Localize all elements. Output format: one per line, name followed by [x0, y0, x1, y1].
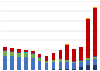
Bar [72, 69, 76, 70]
Bar [3, 47, 7, 50]
Bar [93, 59, 97, 65]
Bar [17, 52, 21, 53]
Bar [52, 53, 55, 60]
Bar [66, 62, 69, 69]
Bar [72, 63, 76, 69]
Bar [17, 53, 21, 57]
Bar [31, 58, 34, 70]
Bar [31, 53, 34, 54]
Bar [79, 47, 83, 60]
Bar [45, 63, 48, 70]
Bar [79, 67, 83, 70]
Bar [52, 69, 55, 70]
Bar [58, 69, 62, 70]
Bar [86, 60, 90, 65]
Bar [24, 57, 28, 70]
Bar [38, 61, 42, 70]
Bar [93, 8, 97, 56]
Bar [79, 61, 83, 62]
Bar [3, 51, 7, 56]
Bar [10, 48, 14, 51]
Bar [52, 62, 55, 69]
Bar [10, 51, 14, 52]
Bar [93, 65, 97, 70]
Bar [66, 60, 69, 62]
Bar [58, 62, 62, 69]
Bar [72, 62, 76, 63]
Bar [58, 50, 62, 59]
Bar [10, 56, 14, 70]
Bar [24, 50, 28, 52]
Bar [86, 18, 90, 19]
Bar [79, 60, 83, 61]
Bar [72, 49, 76, 61]
Bar [45, 61, 48, 63]
Bar [66, 45, 69, 60]
Bar [93, 57, 97, 59]
Bar [17, 49, 21, 52]
Bar [3, 56, 7, 70]
Bar [79, 62, 83, 67]
Bar [31, 51, 34, 53]
Bar [58, 59, 62, 62]
Bar [52, 60, 55, 62]
Bar [86, 19, 90, 58]
Bar [3, 50, 7, 51]
Bar [24, 53, 28, 57]
Bar [93, 56, 97, 57]
Bar [10, 52, 14, 56]
Bar [38, 54, 42, 57]
Bar [24, 52, 28, 53]
Bar [17, 57, 21, 70]
Bar [93, 7, 97, 8]
Bar [38, 58, 42, 61]
Bar [31, 54, 34, 58]
Bar [86, 58, 90, 60]
Bar [72, 61, 76, 62]
Bar [45, 60, 48, 61]
Bar [86, 65, 90, 70]
Bar [45, 56, 48, 60]
Bar [66, 69, 69, 70]
Bar [38, 57, 42, 58]
